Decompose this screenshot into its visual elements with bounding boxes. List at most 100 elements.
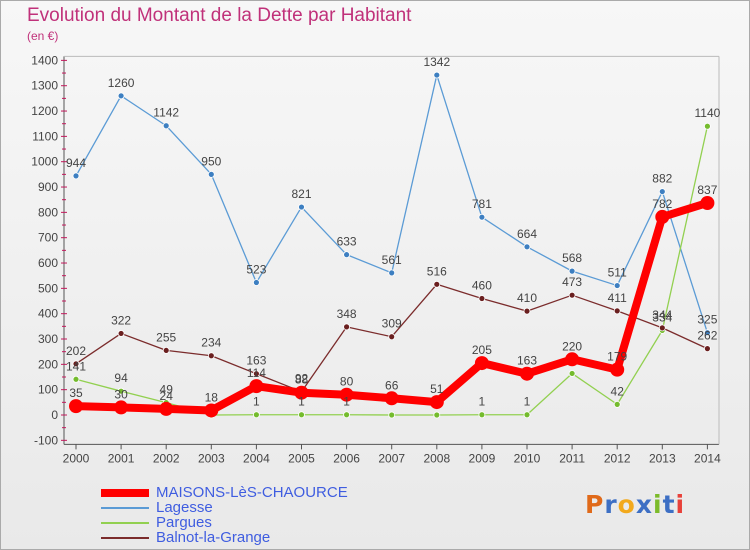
data-label: 950 bbox=[201, 154, 221, 168]
data-point bbox=[655, 209, 670, 224]
y-tick-label: 900 bbox=[38, 180, 58, 194]
legend-swatch-balnot bbox=[101, 537, 149, 539]
data-point bbox=[249, 379, 264, 394]
y-tick-label: 100 bbox=[38, 383, 58, 397]
data-point bbox=[204, 403, 219, 418]
y-tick-label: 800 bbox=[38, 205, 58, 219]
x-tick-label: 2004 bbox=[243, 451, 270, 465]
data-point bbox=[388, 411, 396, 419]
data-point bbox=[478, 213, 486, 221]
data-label: 782 bbox=[652, 197, 672, 211]
data-point bbox=[252, 370, 260, 378]
data-point bbox=[294, 385, 309, 400]
data-point bbox=[72, 360, 80, 368]
data-point bbox=[700, 195, 715, 210]
data-label: 255 bbox=[156, 330, 176, 344]
data-label: 523 bbox=[246, 263, 266, 277]
data-label: 49 bbox=[160, 383, 174, 397]
data-label: 410 bbox=[517, 291, 537, 305]
logo-letter: r bbox=[604, 490, 618, 519]
data-point bbox=[429, 395, 444, 410]
data-point bbox=[433, 411, 441, 419]
data-label: 1260 bbox=[108, 76, 135, 90]
data-label: 205 bbox=[472, 343, 492, 357]
data-label: 460 bbox=[472, 278, 492, 292]
data-point bbox=[523, 307, 531, 315]
data-label: 664 bbox=[517, 227, 537, 241]
y-tick-label: 0 bbox=[51, 408, 58, 422]
data-label: 234 bbox=[201, 336, 221, 350]
data-label: 94 bbox=[114, 371, 128, 385]
data-label: 516 bbox=[427, 264, 447, 278]
data-label: 92 bbox=[295, 372, 309, 386]
data-point bbox=[207, 170, 215, 178]
data-label: 179 bbox=[607, 350, 627, 364]
data-point bbox=[658, 188, 666, 195]
data-label: 66 bbox=[385, 378, 399, 392]
x-tick-label: 2002 bbox=[153, 451, 180, 465]
logo-letter: P bbox=[585, 490, 605, 519]
data-point bbox=[162, 347, 170, 354]
legend-label-balnot: Balnot-la-Grange bbox=[156, 529, 271, 546]
data-point bbox=[613, 282, 621, 289]
data-label: 511 bbox=[608, 266, 627, 280]
data-point bbox=[433, 71, 441, 79]
data-label: 24 bbox=[160, 389, 174, 403]
x-tick-label: 2003 bbox=[198, 451, 225, 465]
data-label: 262 bbox=[697, 329, 717, 343]
x-tick-label: 2014 bbox=[694, 451, 721, 465]
data-point bbox=[343, 323, 351, 331]
data-point bbox=[69, 399, 83, 414]
data-label: 88 bbox=[295, 373, 309, 387]
data-label: 837 bbox=[697, 183, 717, 197]
x-tick-label: 2012 bbox=[604, 451, 631, 465]
data-point bbox=[117, 330, 125, 337]
data-label: 42 bbox=[611, 384, 625, 398]
y-tick-label: 1400 bbox=[31, 53, 58, 67]
data-point bbox=[433, 280, 441, 288]
data-point bbox=[388, 269, 396, 277]
y-tick-label: 600 bbox=[38, 256, 58, 270]
data-label: 18 bbox=[205, 390, 219, 404]
data-label: 334 bbox=[652, 310, 672, 324]
data-label: 51 bbox=[430, 382, 444, 396]
legend-label-pargues: Pargues bbox=[156, 514, 212, 531]
data-label: 202 bbox=[66, 344, 86, 358]
data-point bbox=[207, 352, 215, 360]
chart-title: Evolution du Montant de la Dette par Hab… bbox=[27, 5, 412, 26]
data-label: 322 bbox=[111, 313, 131, 327]
data-label: 568 bbox=[562, 251, 582, 265]
legend-swatch-pargues bbox=[101, 522, 149, 524]
data-label: 781 bbox=[472, 197, 492, 211]
data-point bbox=[117, 92, 125, 100]
data-label: 1 bbox=[253, 395, 260, 409]
data-point bbox=[568, 267, 576, 275]
data-point bbox=[704, 122, 711, 130]
data-point bbox=[298, 411, 305, 419]
data-label: 821 bbox=[291, 187, 311, 201]
data-label: 344 bbox=[652, 308, 672, 322]
legend-swatch-maisons bbox=[101, 489, 149, 497]
data-label: 325 bbox=[697, 313, 717, 327]
data-label: 1142 bbox=[153, 106, 179, 120]
data-label: 1342 bbox=[423, 55, 450, 69]
y-tick-label: 400 bbox=[38, 307, 58, 321]
data-point bbox=[613, 307, 621, 315]
y-tick-label: 1300 bbox=[31, 79, 58, 93]
data-point bbox=[568, 291, 576, 299]
x-tick-label: 2007 bbox=[378, 451, 405, 465]
y-tick-label: 1200 bbox=[31, 104, 58, 118]
data-point bbox=[114, 400, 129, 415]
legend-label-lagesse: Lagesse bbox=[156, 499, 213, 516]
y-tick-label: 300 bbox=[38, 332, 58, 346]
logo-letter: i bbox=[653, 490, 663, 519]
data-point bbox=[162, 122, 170, 130]
data-point bbox=[298, 203, 305, 211]
x-tick-label: 2001 bbox=[108, 451, 135, 465]
data-point bbox=[343, 251, 351, 259]
data-point bbox=[658, 324, 666, 332]
data-point bbox=[704, 345, 711, 353]
logo-letter: x bbox=[635, 490, 653, 519]
data-label: 163 bbox=[517, 354, 537, 368]
